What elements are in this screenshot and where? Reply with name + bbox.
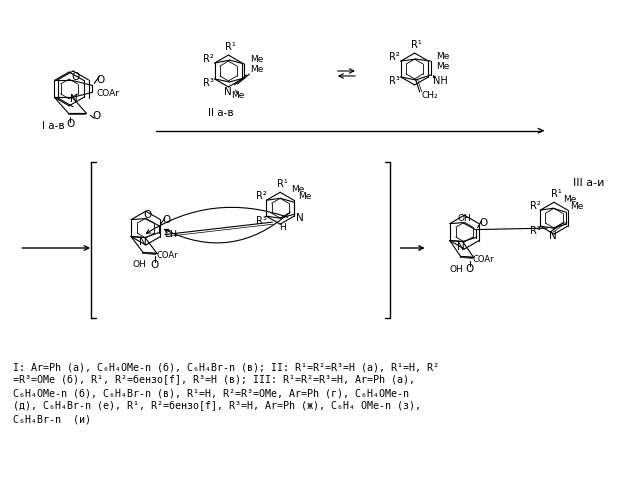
Text: III а-и: III а-и (573, 178, 605, 188)
Text: Me: Me (563, 195, 577, 204)
Text: OH: OH (132, 260, 146, 269)
Text: C₆H₄Br-n  (и): C₆H₄Br-n (и) (13, 414, 92, 424)
Text: OH: OH (450, 265, 463, 274)
Text: Me: Me (292, 185, 305, 194)
Text: H: H (279, 223, 285, 232)
Text: O: O (67, 119, 74, 129)
Text: R²: R² (256, 191, 267, 201)
Text: R³: R³ (256, 216, 267, 226)
Text: Me: Me (250, 65, 263, 74)
Text: R²: R² (530, 201, 541, 211)
Text: COAr: COAr (473, 255, 494, 264)
Text: N: N (296, 213, 304, 223)
Text: N: N (457, 242, 465, 251)
Text: Me: Me (436, 51, 449, 61)
Text: II а-в: II а-в (207, 108, 233, 118)
Text: R¹: R¹ (276, 179, 287, 189)
Text: R¹: R¹ (225, 42, 236, 52)
Text: R¹: R¹ (550, 189, 561, 199)
Text: (д), C₆H₄Br-n (е), R¹, R²=бензо[f], R³=H, Ar=Ph (ж), C₆H₄ OMe-n (з),: (д), C₆H₄Br-n (е), R¹, R²=бензо[f], R³=H… (13, 401, 421, 411)
Text: CH₂: CH₂ (421, 91, 438, 100)
Text: R³: R³ (389, 76, 400, 86)
Text: O: O (151, 260, 159, 270)
Text: R³: R³ (530, 226, 541, 236)
Text: Me: Me (436, 62, 449, 71)
Text: Me: Me (250, 54, 263, 64)
Text: COAr: COAr (156, 251, 178, 260)
Text: O: O (71, 73, 79, 82)
Text: Me: Me (570, 202, 584, 211)
Text: O: O (479, 218, 488, 228)
Text: N: N (139, 237, 147, 247)
Text: R²: R² (390, 52, 400, 62)
Text: NH: NH (433, 76, 448, 86)
Text: O: O (465, 264, 474, 274)
Text: Me: Me (298, 192, 312, 201)
Text: I а-в: I а-в (42, 121, 65, 131)
Text: O: O (92, 111, 100, 121)
Text: R¹: R¹ (412, 40, 422, 50)
Text: O: O (143, 209, 151, 220)
Text: Me: Me (231, 91, 244, 100)
Text: N: N (549, 231, 557, 241)
Text: O: O (163, 215, 171, 225)
Text: CH: CH (164, 230, 177, 239)
Text: C₆H₄OMe-n (б), C₆H₄Br-n (в), R¹=H, R²=R³=OMe, Ar=Ph (г), C₆H₄OMe-n: C₆H₄OMe-n (б), C₆H₄Br-n (в), R¹=H, R²=R³… (13, 388, 410, 398)
Text: O: O (96, 76, 104, 85)
Text: =R³=OMe (б), R¹, R²=бензо[f], R³=H (в); III: R¹=R²=R³=H, Ar=Ph (а),: =R³=OMe (б), R¹, R²=бензо[f], R³=H (в); … (13, 375, 415, 385)
Text: R³: R³ (203, 78, 214, 88)
Text: R²: R² (204, 54, 214, 64)
Text: OH: OH (458, 214, 472, 223)
Text: COAr: COAr (97, 89, 120, 98)
Text: N: N (70, 94, 78, 104)
Text: I: Ar=Ph (а), C₆H₄OMe-n (б), C₆H₄Br-n (в); II: R¹=R²=R³=H (а), R¹=H, R²: I: Ar=Ph (а), C₆H₄OMe-n (б), C₆H₄Br-n (в… (13, 362, 439, 372)
Text: N: N (223, 87, 232, 97)
